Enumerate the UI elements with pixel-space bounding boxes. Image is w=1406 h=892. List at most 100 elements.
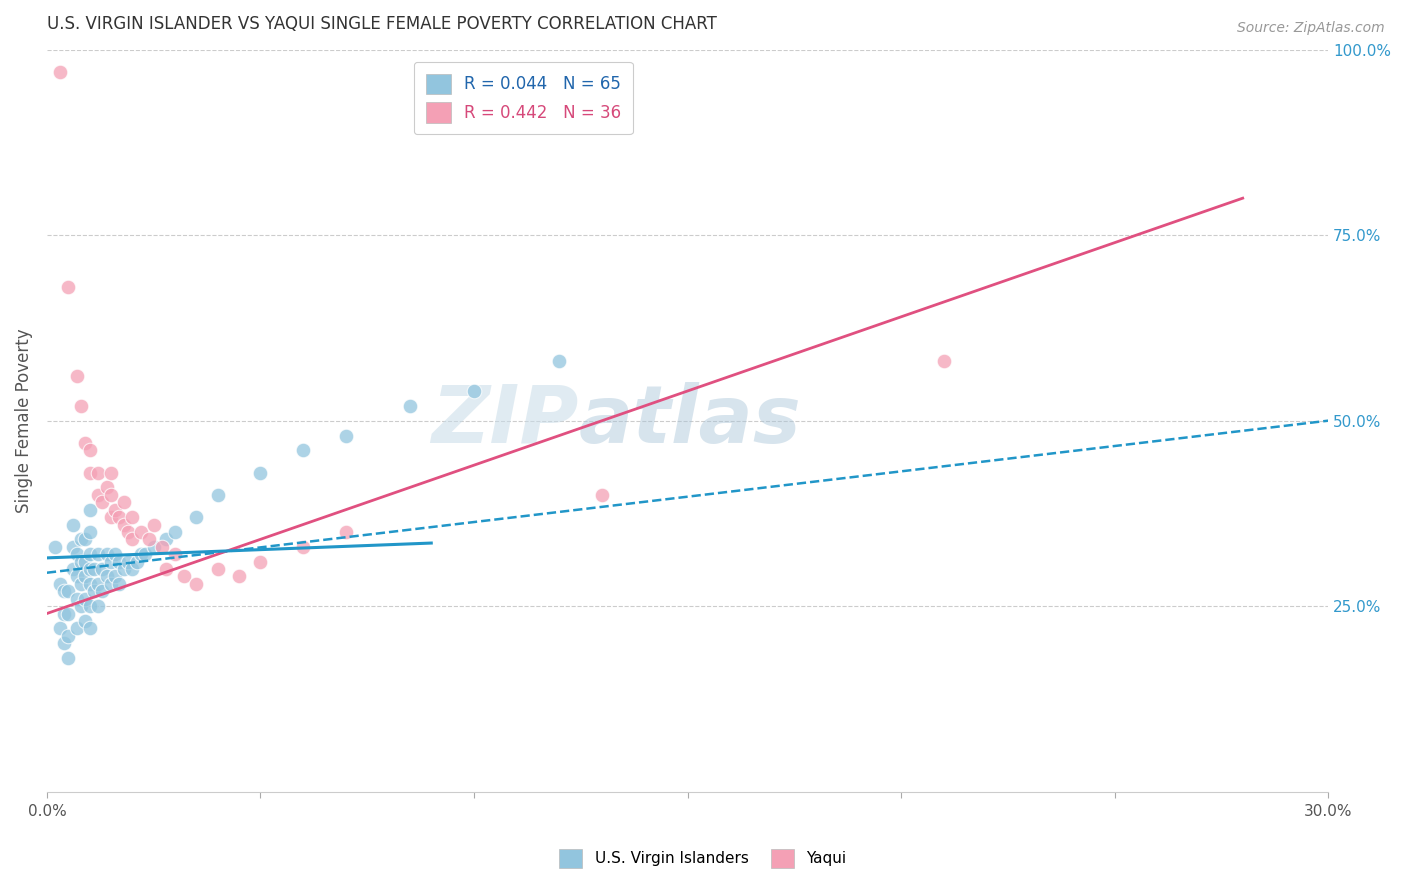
Text: Source: ZipAtlas.com: Source: ZipAtlas.com (1237, 21, 1385, 35)
Point (70, 555, 93, 569)
Point (155, 562, 177, 576)
Point (335, 524, 357, 539)
Point (70, 533, 93, 547)
Point (79, 524, 101, 539)
Legend: U.S. Virgin Islanders, Yaqui: U.S. Virgin Islanders, Yaqui (554, 843, 852, 873)
Point (591, 488, 613, 502)
Point (52, 636, 75, 650)
Point (186, 510, 208, 524)
Point (70, 399, 93, 413)
Point (66, 547, 89, 561)
Point (186, 577, 208, 591)
Point (70, 577, 93, 591)
Point (104, 547, 127, 561)
Point (79, 621, 101, 635)
Point (292, 443, 315, 458)
Point (79, 547, 101, 561)
Point (87, 466, 110, 480)
Point (150, 540, 173, 554)
Legend: R = 0.044   N = 65, R = 0.442   N = 36: R = 0.044 N = 65, R = 0.442 N = 36 (413, 62, 633, 134)
Point (96, 569, 118, 583)
Point (62, 540, 84, 554)
Point (112, 495, 135, 509)
Point (121, 533, 143, 547)
Point (117, 524, 139, 539)
Point (932, 354, 955, 368)
Point (75, 591, 97, 606)
Point (44, 540, 66, 554)
Point (142, 540, 165, 554)
Point (48, 65, 70, 79)
Point (129, 547, 152, 561)
Point (83, 584, 105, 599)
Point (138, 533, 160, 547)
Point (155, 533, 177, 547)
Point (66, 621, 89, 635)
Point (91, 495, 114, 509)
Point (79, 443, 101, 458)
Point (58, 607, 80, 621)
Point (75, 569, 97, 583)
Point (66, 591, 89, 606)
Point (112, 562, 135, 576)
Point (87, 488, 110, 502)
Point (70, 599, 93, 613)
Point (79, 466, 101, 480)
Point (100, 577, 122, 591)
Point (548, 354, 571, 368)
Point (134, 547, 156, 561)
Point (121, 562, 143, 576)
Point (48, 621, 70, 635)
Point (87, 547, 110, 561)
Point (62, 517, 84, 532)
Point (87, 599, 110, 613)
Point (228, 569, 250, 583)
Point (91, 584, 114, 599)
Point (125, 555, 148, 569)
Point (249, 466, 271, 480)
Point (249, 555, 271, 569)
Point (52, 584, 75, 599)
Point (79, 599, 101, 613)
Point (142, 517, 165, 532)
Point (52, 607, 75, 621)
Point (207, 488, 229, 502)
Point (96, 547, 118, 561)
Point (399, 399, 422, 413)
Point (335, 428, 357, 442)
Point (108, 577, 131, 591)
Point (173, 569, 195, 583)
Point (75, 436, 97, 450)
Point (79, 562, 101, 576)
Point (207, 562, 229, 576)
Point (66, 569, 89, 583)
Y-axis label: Single Female Poverty: Single Female Poverty (15, 328, 32, 513)
Point (83, 562, 105, 576)
Point (100, 555, 122, 569)
Point (91, 562, 114, 576)
Point (58, 584, 80, 599)
Point (87, 577, 110, 591)
Point (104, 569, 127, 583)
Point (79, 502, 101, 516)
Point (108, 510, 131, 524)
Point (79, 577, 101, 591)
Text: ZIP: ZIP (432, 382, 579, 459)
Point (112, 517, 135, 532)
Point (104, 502, 127, 516)
Point (62, 562, 84, 576)
Point (66, 369, 89, 384)
Point (100, 488, 122, 502)
Point (75, 533, 97, 547)
Point (100, 510, 122, 524)
Point (96, 480, 118, 494)
Point (58, 629, 80, 643)
Text: atlas: atlas (579, 382, 801, 459)
Point (121, 510, 143, 524)
Point (129, 524, 152, 539)
Point (117, 555, 139, 569)
Point (75, 614, 97, 628)
Point (75, 555, 97, 569)
Point (58, 280, 80, 294)
Point (163, 524, 186, 539)
